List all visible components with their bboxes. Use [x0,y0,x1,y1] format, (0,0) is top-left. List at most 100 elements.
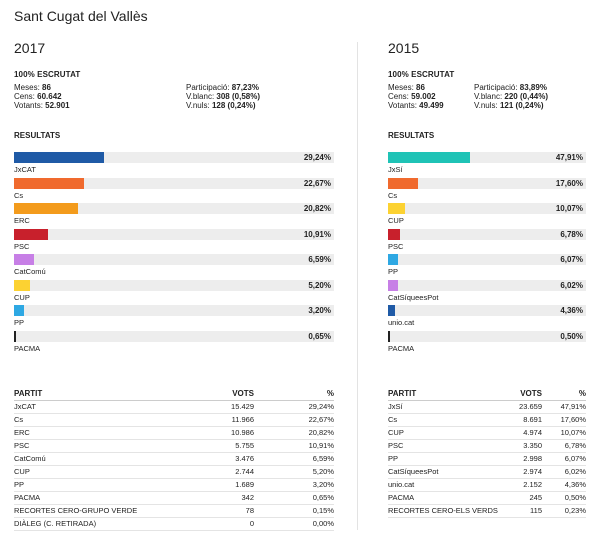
cell-party: Cs [14,415,24,424]
bar-fill-erc [14,203,79,214]
bar-track: 10,07% [388,203,586,214]
cell-pct: 22,67% [308,415,334,424]
cell-party: PACMA [388,493,415,502]
bar-party-name: CUP [388,216,404,225]
cell-pct: 10,07% [560,428,586,437]
bar-percent-label: 6,59% [308,255,331,264]
bar-percent-label: 0,50% [560,331,583,341]
bar-party-name: unio.cat [388,318,415,327]
bar-percent-label: 20,82% [303,204,331,213]
cell-party: PACMA [14,493,41,502]
bar-percent-label: 10,07% [555,204,583,213]
bar-fill-psc [388,228,400,240]
table-row: RECORTES CERO-GRUPO VERDE 78 0,15% [14,505,334,518]
stat-label: Meses: [14,83,43,92]
bar-party-name: PP [388,267,399,276]
stat-label: Participació: [474,83,520,92]
table-row: Cs 11.966 22,67% [14,414,334,427]
table-row: unio.cat 2.152 4,36% [388,479,586,492]
cell-party: PSC [14,441,30,450]
result-bar-row: 10,91% PSC [14,228,334,255]
bar-track: 6,07% [388,254,586,265]
bar-fill-cs [388,177,419,189]
cell-pct: 0,50% [564,493,586,502]
table-row: Cs 8.691 17,60% [388,414,586,427]
stat-value: 59.002 [411,92,436,101]
table-row: CatSíqueesPot 2.974 6,02% [388,466,586,479]
stat-line: Votants: 49.499 [388,101,444,110]
cell-pct: 6,78% [564,441,586,450]
cell-pct: 17,60% [560,415,586,424]
table-row: CUP 4.974 10,07% [388,427,586,440]
bar-percent-label: 6,78% [560,229,583,239]
cell-votes: 8.691 [523,415,542,424]
result-bar-row: 47,91% JxSí [388,152,586,178]
cell-pct: 0,23% [564,506,586,515]
stat-label: Votants: [14,101,46,110]
table-row: JxCAT 15.429 29,24% [14,401,334,414]
stat-value: 52.901 [45,101,70,110]
bar-percent-label: 47,91% [555,153,583,162]
bar-fill-pp [14,305,24,316]
bar-track: 6,59% [14,254,334,265]
result-bar-row: 5,20% CUP [14,279,334,306]
bar-track: 29,24% [14,152,334,163]
bar-track: 6,78% [388,228,586,240]
cell-party: CUP [388,428,404,437]
bar-percent-label: 0,65% [308,331,331,341]
results-title: RESULTATS [14,131,61,140]
cell-pct: 29,24% [308,402,334,411]
bar-party-name: PSC [388,241,404,251]
bar-percent-label: 10,91% [303,229,331,239]
stat-line: Cens: 59.002 [388,92,444,101]
bar-party-name: JxCAT [14,165,36,174]
table-row: PACMA 342 0,65% [14,492,334,505]
bar-fill-cup [14,279,30,291]
results-table: PARTIT VOTS% JxCAT 15.429 29,24% Cs 11.966 22,6… [14,389,334,531]
table-row: PP 2.998 6,07% [388,453,586,466]
table-row: DIÀLEG (C. RETIRADA) 0 0,00% [14,518,334,531]
results-bars: 47,91% JxSí 17,60% Cs 10,07% CUP 6,78% PSC 6,07%… [388,152,586,356]
bar-percent-label: 4,36% [560,306,583,315]
result-bar-row: 4,36% unio.cat [388,305,586,331]
stat-value: 49.499 [419,101,444,110]
table-row: PSC 5.755 10,91% [14,440,334,453]
result-bar-row: 6,78% PSC [388,228,586,255]
bar-percent-label: 22,67% [303,178,331,188]
bar-track: 10,91% [14,228,334,240]
stat-value: 128 (0,24%) [211,101,256,110]
bar-track: 20,82% [14,203,334,214]
cell-party: Cs [388,415,398,424]
bar-party-name: JxSí [388,165,403,174]
cell-pct: 5,20% [312,467,334,476]
table-row: CUP 2.744 5,20% [14,466,334,479]
stat-label: V.blanc: [474,92,505,101]
bar-party-name: Cs [388,190,398,200]
bar-party-name: CatComú [14,267,46,276]
page-title: Sant Cugat del Vallès [14,8,148,24]
result-bar-row: 10,07% CUP [388,203,586,229]
stats-left: Meses: 86 Cens: 60.642 Votants: 52.901 [14,83,70,110]
stats-right: Participació: 87,23% V.blanc: 308 (0,58%)… [186,83,260,110]
bar-percent-label: 3,20% [308,306,331,315]
cell-party: PP [14,480,25,489]
bar-track: 0,65% [14,330,334,342]
cell-votes: 245 [529,493,542,502]
stats-left: Meses: 86 Cens: 59.002 Votants: 49.499 [388,83,444,110]
column-divider [357,42,358,530]
scrutat-status: 100% ESCRUTAT [388,70,455,79]
cell-party: CatComú [14,454,46,463]
bar-party-name: Cs [14,190,24,200]
cell-votes: 2.152 [523,480,542,489]
bar-fill-cup [388,203,406,214]
cell-party: PP [388,454,399,463]
stat-value: 308 (0,58%) [216,92,260,101]
result-bar-row: 22,67% Cs [14,177,334,204]
election-year: 2015 [388,40,420,56]
bar-track: 3,20% [14,305,334,316]
cell-pct: 10,91% [308,441,334,450]
table-row: RECORTES CERO-ELS VERDS 115 0,23% [388,505,586,518]
cell-pct: 6,07% [564,454,586,463]
bar-party-name: CUP [14,292,30,302]
stat-value: 86 [42,83,51,92]
